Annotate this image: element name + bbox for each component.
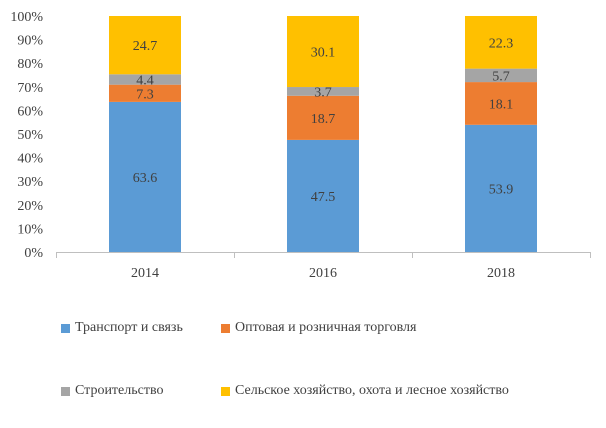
y-axis: 0% 10% 20% 30% 40% 50% 60% 70% 80% 90% 100% [10,10,43,261]
bar-segment-2014-s1 [109,84,181,102]
bar-segment-2018-s3 [465,16,537,69]
data-label-2018-s3: 22.3 [489,36,514,51]
data-label-2014-s1: 7.3 [136,87,154,102]
bar-segment-2016-s1 [287,95,359,140]
y-tick-label: 70% [17,81,43,96]
x-tick-label: 2016 [309,266,337,281]
legend-label-construction: Строительство [75,383,164,398]
bar-segment-2014-s2 [109,74,181,85]
legend-item-transport: Транспорт и связь [61,320,183,336]
y-tick-label: 10% [17,222,43,237]
data-label-2016-s1: 18.7 [311,112,336,127]
x-tick-label: 2018 [487,266,515,281]
legend-item-agriculture: Сельское хозяйство, охота и лесное хозяй… [221,383,509,399]
data-label-2016-s0: 47.5 [311,190,336,205]
y-tick-label: 80% [17,57,43,72]
data-label-2014-s0: 63.6 [133,171,158,186]
data-label-2018-s0: 53.9 [489,182,514,197]
y-tick-label: 100% [10,10,43,25]
legend-label-agriculture: Сельское хозяйство, охота и лесное хозяй… [235,383,509,398]
legend-swatch-transport [61,323,70,333]
legend-swatch-construction [61,386,70,396]
legend-label-transport: Транспорт и связь [75,320,183,335]
y-tick-label: 90% [17,34,43,49]
bar-segment-2018-s2 [465,68,537,83]
x-tick-label: 2014 [131,266,159,281]
y-tick-label: 0% [24,246,43,261]
y-tick-label: 20% [17,199,43,214]
data-label-2018-s2: 5.7 [492,69,510,84]
data-label-2016-s3: 30.1 [311,46,336,61]
legend-item-trade: Оптовая и розничная торговля [221,320,417,336]
bar-segment-2016-s2 [287,87,359,96]
y-tick-label: 40% [17,152,43,167]
bar-segment-2018-s0 [465,124,537,252]
bar-segment-2014-s3 [109,16,181,75]
y-tick-label: 30% [17,175,43,190]
legend-swatch-trade [221,323,230,333]
bar-segment-2016-s0 [287,139,359,252]
bar-segment-2016-s3 [287,16,359,88]
data-label-2014-s2: 4.4 [136,73,154,88]
data-label-2014-s3: 24.7 [133,39,158,54]
y-tick-label: 60% [17,104,43,119]
y-tick-label: 50% [17,128,43,143]
bar-segment-2014-s0 [109,101,181,253]
legend-label-trade: Оптовая и розничная торговля [235,320,417,335]
x-axis: 2014 2016 2018 [56,252,591,281]
legend-swatch-agriculture [221,386,230,396]
data-label-2018-s1: 18.1 [489,97,514,112]
data-label-2016-s2: 3.7 [314,85,332,100]
bars: 63.6 7.34.4 24.7 47.5 18.7 3.7 30.1 53.9 18.1 5.7… [109,16,537,253]
legend-item-construction: Строительство [61,383,163,399]
bar-segment-2018-s1 [465,82,537,125]
